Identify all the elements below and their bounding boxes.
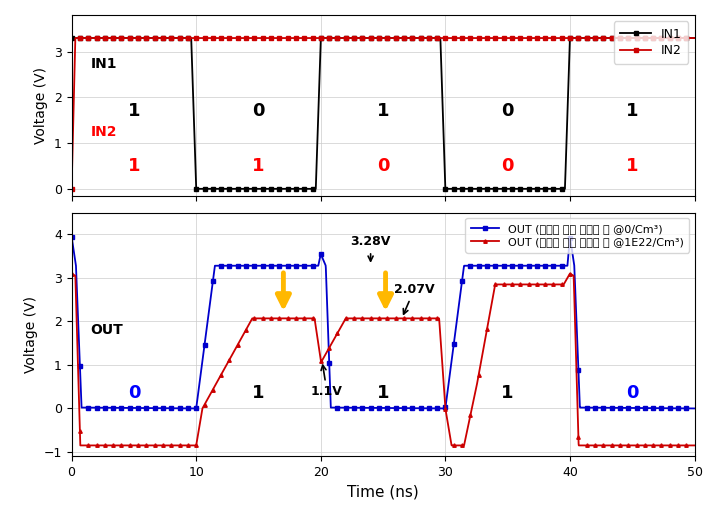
Y-axis label: Voltage (V): Voltage (V) — [34, 67, 48, 144]
IN2 — [175, 35, 184, 41]
IN1 — [678, 35, 687, 41]
Text: OUT: OUT — [90, 323, 123, 338]
Line: IN1: IN1 — [70, 37, 696, 191]
Text: 1: 1 — [626, 157, 639, 174]
Text: 0: 0 — [501, 157, 514, 174]
Text: 3.28V: 3.28V — [350, 235, 391, 261]
OUT (방사선 영향 모델링 후 @1E22/Cm³) — [334, 330, 342, 336]
Text: 1: 1 — [252, 384, 265, 402]
Text: 0: 0 — [127, 384, 140, 402]
IN1 — [67, 35, 76, 41]
OUT (방사선 영향 모델링 후 @1E22/Cm³) — [139, 443, 147, 449]
Text: 1: 1 — [377, 384, 390, 402]
OUT (방사선 영향 모델링 후 @1E22/Cm³) — [678, 443, 687, 449]
IN2 — [611, 35, 619, 41]
OUT (방사선 영향 모델링 전 @0/Cm³) — [138, 405, 147, 411]
OUT (방사선 영향 모델링 후 @1E22/Cm³) — [690, 443, 699, 449]
OUT (방사선 영향 모델링 전 @0/Cm³) — [690, 406, 699, 412]
IN2 — [306, 35, 315, 41]
OUT (방사선 영향 모델링 후 @1E22/Cm³) — [67, 271, 76, 277]
Text: IN1: IN1 — [90, 57, 117, 71]
OUT (방사선 영향 모델링 전 @0/Cm³) — [334, 405, 342, 411]
OUT (방사선 영향 모델링 전 @0/Cm³) — [67, 234, 76, 240]
IN1 — [306, 186, 315, 192]
OUT (방사선 영향 모델링 후 @1E22/Cm³) — [76, 443, 84, 449]
Line: OUT (방사선 영향 모델링 후 @1E22/Cm³): OUT (방사선 영향 모델링 후 @1E22/Cm³) — [70, 272, 696, 447]
Text: 0: 0 — [626, 384, 639, 402]
Line: IN2: IN2 — [70, 37, 696, 191]
IN1 — [690, 35, 699, 41]
Text: 1: 1 — [127, 157, 140, 174]
IN1 — [175, 35, 184, 41]
Text: 2.07V: 2.07V — [394, 283, 435, 314]
Text: 0: 0 — [501, 102, 514, 120]
IN2 — [690, 35, 699, 41]
IN1 — [138, 35, 147, 41]
Text: 0: 0 — [377, 157, 390, 174]
Text: 1: 1 — [501, 384, 514, 402]
Text: 0: 0 — [252, 102, 265, 120]
IN1 — [611, 35, 619, 41]
Text: 1.1V: 1.1V — [311, 365, 343, 399]
Line: OUT (방사선 영향 모델링 전 @0/Cm³): OUT (방사선 영향 모델링 전 @0/Cm³) — [70, 235, 696, 410]
OUT (방사선 영향 모델링 후 @1E22/Cm³) — [175, 443, 184, 449]
OUT (방사선 영향 모델링 전 @0/Cm³) — [306, 263, 315, 269]
IN2 — [67, 186, 76, 192]
IN2 — [678, 35, 687, 41]
OUT (방사선 영향 모델링 전 @0/Cm³) — [175, 405, 184, 411]
Text: 1: 1 — [377, 102, 390, 120]
OUT (방사선 영향 모델링 후 @1E22/Cm³) — [611, 443, 619, 449]
Text: 1: 1 — [252, 157, 265, 174]
Y-axis label: Voltage (V): Voltage (V) — [24, 296, 38, 373]
Legend: IN1, IN2: IN1, IN2 — [614, 21, 688, 64]
IN2 — [334, 35, 342, 41]
Text: 1: 1 — [626, 102, 639, 120]
OUT (방사선 영향 모델링 전 @0/Cm³) — [678, 405, 687, 411]
X-axis label: Time (ns): Time (ns) — [347, 485, 419, 499]
OUT (방사선 영향 모델링 전 @0/Cm³) — [187, 406, 195, 412]
IN1 — [334, 35, 342, 41]
IN2 — [71, 35, 79, 41]
IN1 — [192, 186, 200, 192]
Legend: OUT (방사선 영향 모델링 전 @0/Cm³), OUT (방사선 영향 모델링 후 @1E22/Cm³): OUT (방사선 영향 모델링 전 @0/Cm³), OUT (방사선 영향 모… — [465, 218, 689, 252]
Text: 1: 1 — [127, 102, 140, 120]
OUT (방사선 영향 모델링 후 @1E22/Cm³) — [306, 315, 315, 321]
OUT (방사선 영향 모델링 전 @0/Cm³) — [611, 405, 619, 411]
IN2 — [139, 35, 147, 41]
Text: IN2: IN2 — [90, 125, 117, 139]
